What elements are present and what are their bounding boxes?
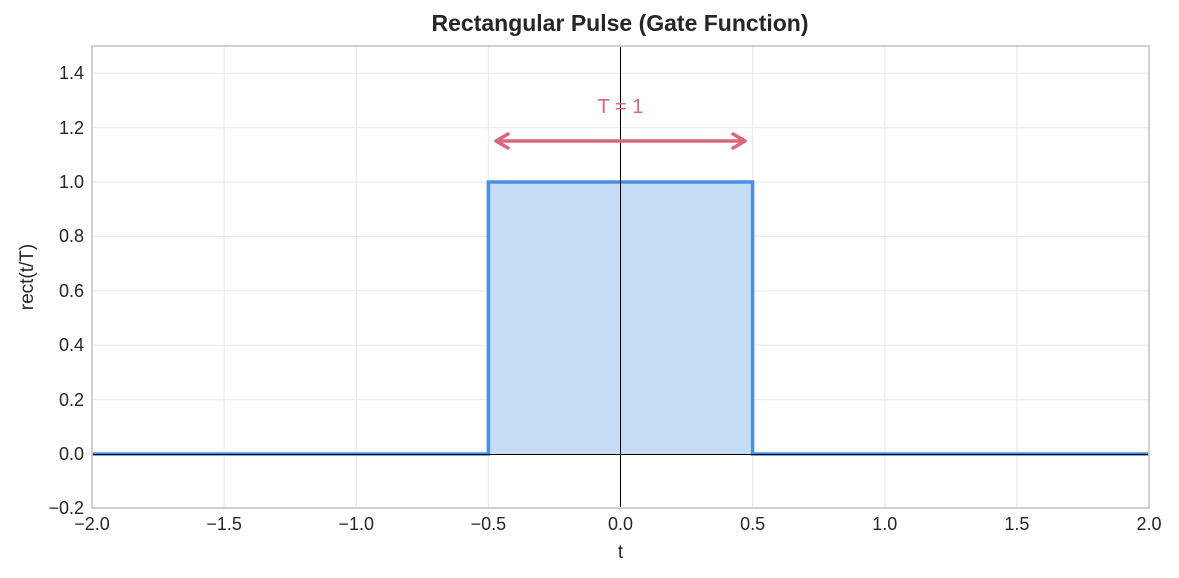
y-tick: 0.2	[59, 390, 84, 410]
x-tick: −1.5	[206, 514, 242, 534]
y-tick: 1.0	[59, 172, 84, 192]
width-double-arrow	[494, 132, 747, 150]
y-tick-labels: −0.2 0.0 0.2 0.4 0.6 0.8 1.0 1.2 1.4	[48, 63, 84, 518]
y-tick: 1.2	[59, 118, 84, 138]
x-tick: 1.5	[1004, 514, 1029, 534]
x-tick: −2.0	[74, 514, 110, 534]
y-tick: 0.8	[59, 226, 84, 246]
x-tick: 0.5	[740, 514, 765, 534]
plot-frame	[91, 45, 1150, 509]
chart-title: Rectangular Pulse (Gate Function)	[431, 10, 809, 36]
x-tick: 0.0	[608, 514, 633, 534]
x-tick: 2.0	[1136, 514, 1161, 534]
width-annotation: T = 1	[598, 96, 644, 118]
x-axis-label: t	[618, 542, 624, 563]
x-tick: −0.5	[471, 514, 507, 534]
y-tick: 0.0	[59, 444, 84, 464]
y-tick: −0.2	[48, 498, 84, 518]
x-tick: −1.0	[339, 514, 375, 534]
x-tick-labels: −2.0 −1.5 −1.0 −0.5 0.0 0.5 1.0 1.5 2.0	[74, 514, 1161, 534]
y-tick: 0.4	[59, 335, 84, 355]
y-tick: 1.4	[59, 63, 84, 83]
y-tick: 0.6	[59, 281, 84, 301]
y-axis-label: rect(t/T)	[17, 244, 38, 311]
x-tick: 1.0	[872, 514, 897, 534]
